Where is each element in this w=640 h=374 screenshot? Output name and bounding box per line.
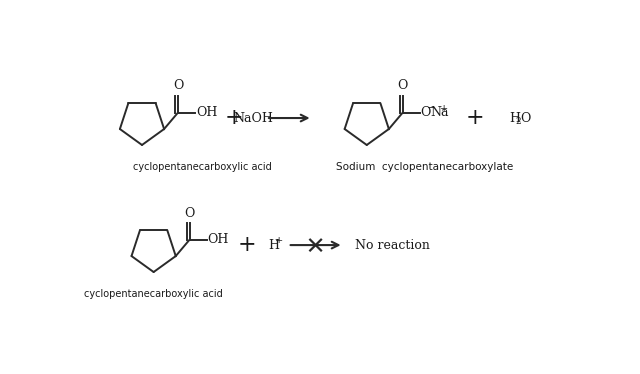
Text: +: + (237, 234, 256, 256)
Text: +: + (440, 104, 448, 113)
Text: No reaction: No reaction (355, 239, 430, 252)
Text: +: + (224, 107, 243, 129)
Text: OH: OH (207, 233, 229, 246)
Text: Sodium  cyclopentanecarboxylate: Sodium cyclopentanecarboxylate (336, 162, 513, 172)
Text: H: H (268, 239, 279, 252)
Text: 2: 2 (516, 117, 521, 126)
Text: O: O (173, 80, 183, 92)
Text: O: O (420, 106, 431, 119)
Text: +: + (466, 107, 484, 129)
Text: +: + (275, 236, 284, 245)
Text: O: O (520, 111, 531, 125)
Text: O: O (184, 206, 195, 220)
Text: cyclopentanecarboxylic acid: cyclopentanecarboxylic acid (84, 289, 223, 299)
Text: O: O (397, 80, 408, 92)
Text: −: − (427, 104, 435, 113)
Text: Na: Na (430, 106, 449, 119)
Text: NaOH: NaOH (234, 111, 273, 125)
Text: cyclopentanecarboxylic acid: cyclopentanecarboxylic acid (132, 162, 271, 172)
Text: H: H (509, 111, 520, 125)
Text: OH: OH (196, 106, 217, 119)
